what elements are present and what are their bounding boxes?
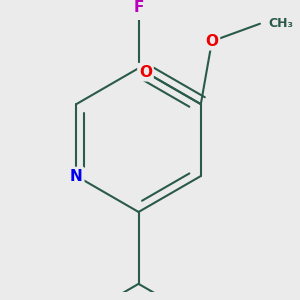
Text: O: O <box>139 65 152 80</box>
Text: N: N <box>70 169 83 184</box>
Text: F: F <box>134 0 144 15</box>
Text: CH₃: CH₃ <box>268 17 293 30</box>
Text: O: O <box>206 34 218 49</box>
